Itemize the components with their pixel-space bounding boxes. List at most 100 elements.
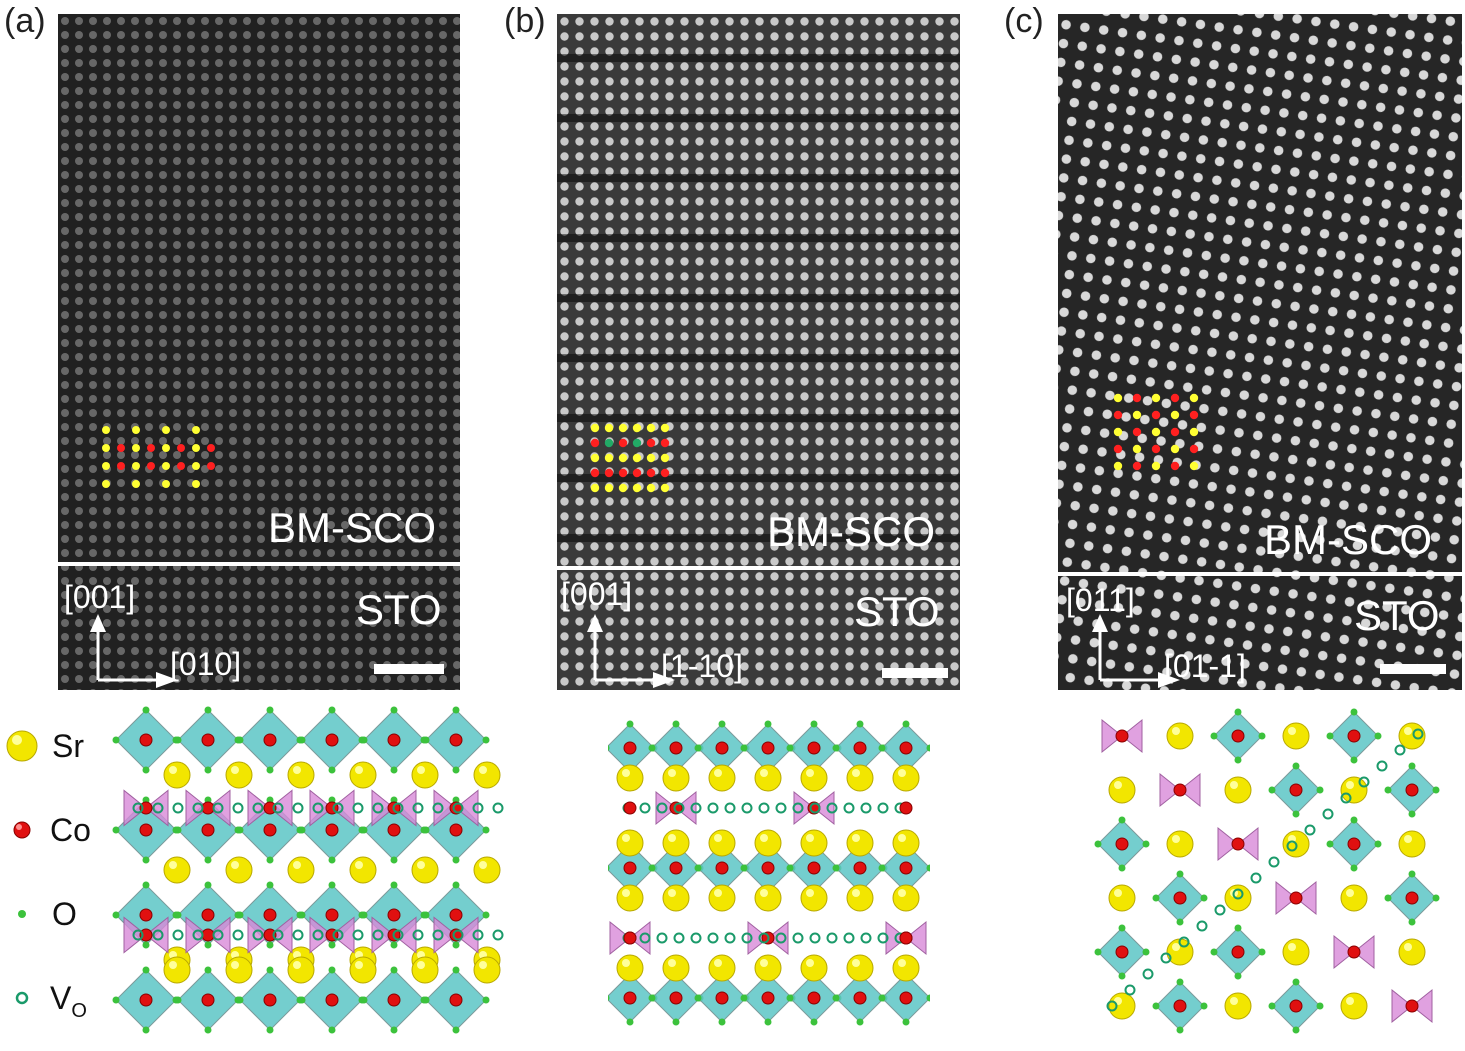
sr-atom (287, 761, 315, 789)
o-atom (1258, 732, 1266, 740)
co-marker (1151, 444, 1161, 454)
sr-marker (162, 426, 170, 434)
o-atom (1268, 786, 1276, 794)
sr-atom (163, 956, 191, 984)
sr-atom (800, 954, 828, 982)
o-atom (452, 881, 460, 889)
oxygen-vacancy (724, 802, 736, 814)
o-atom (328, 966, 336, 974)
sr-atom (1340, 884, 1368, 912)
co-atom (1347, 729, 1361, 743)
sr-atom-highlight (355, 961, 363, 969)
oxygen-vacancy (412, 802, 424, 814)
o-atom (328, 881, 336, 889)
co-atom (853, 991, 867, 1005)
o-atom (786, 994, 794, 1002)
co-marker (1189, 410, 1199, 420)
o-atom (740, 994, 748, 1002)
oxygen-vacancy (172, 802, 184, 814)
sr-marker (660, 453, 670, 463)
sr-atom-highlight (479, 766, 487, 774)
co-atom (263, 823, 277, 837)
o-atom (452, 856, 460, 864)
co-atom (1173, 999, 1187, 1013)
o-atom (1326, 840, 1334, 848)
sr-atom-highlight (668, 889, 676, 897)
sr-atom-highlight (355, 766, 363, 774)
o-atom (1350, 864, 1358, 872)
oxygen-vacancy (492, 802, 504, 814)
sr-atom (473, 956, 501, 984)
co-marker (618, 438, 628, 448)
sr-atom (1282, 938, 1310, 966)
sr-atom (349, 856, 377, 884)
o-atom (626, 720, 634, 728)
o-atom (236, 911, 244, 919)
sr-atom (892, 829, 920, 857)
sr-atom-highlight (417, 961, 425, 969)
oxygen-vacancy (860, 802, 872, 814)
sr-marker (1113, 393, 1123, 403)
co-marker (147, 462, 155, 470)
o-atom (422, 736, 430, 744)
atom-markers (590, 423, 670, 493)
sr-atom (411, 856, 439, 884)
o-atom (694, 864, 702, 872)
sr-atom (754, 884, 782, 912)
oxygen-vacancy (432, 802, 444, 814)
o-atom (902, 720, 910, 728)
co-atom (623, 741, 637, 755)
oxygen-vacancy (312, 802, 324, 814)
sr-atom-highlight (852, 959, 860, 967)
sr-atom (800, 764, 828, 792)
sr-atom-highlight (714, 959, 722, 967)
co-atom (899, 801, 913, 815)
panel-b-atomic-image (557, 14, 960, 690)
sr-atom-highlight (714, 889, 722, 897)
sr-atom-highlight (668, 959, 676, 967)
sr-marker (1170, 444, 1180, 454)
sr-marker (618, 453, 628, 463)
sr-marker (646, 423, 656, 433)
sr-atom-highlight (1114, 781, 1122, 789)
co-atom (1115, 837, 1129, 851)
sr-marker (646, 453, 656, 463)
o-atom (204, 941, 212, 949)
o-atom (902, 1018, 910, 1026)
sr-atom-highlight (852, 889, 860, 897)
co-marker (117, 444, 125, 452)
o-atom (298, 826, 306, 834)
o-atom (1142, 948, 1150, 956)
sr-atom (662, 884, 690, 912)
co-atom (139, 993, 153, 1007)
o-atom (422, 996, 430, 1004)
sr-atom-highlight (806, 769, 814, 777)
scale-bar (1380, 664, 1446, 674)
co-atom (325, 733, 339, 747)
sr-atom (846, 884, 874, 912)
co-marker (117, 462, 125, 470)
o-atom (1326, 732, 1334, 740)
oxygen-vacancy (332, 929, 344, 941)
co-atom (715, 991, 729, 1005)
sr-atom (473, 761, 501, 789)
o-atom (672, 720, 680, 728)
o-atom (142, 856, 150, 864)
co-atom (807, 741, 821, 755)
co-marker (646, 438, 656, 448)
legend-label-vo: VO (50, 980, 87, 1023)
sr-atom-highlight (1404, 727, 1412, 735)
co-atom (263, 993, 277, 1007)
axis-arrows (1092, 614, 1180, 688)
sr-atom-highlight (479, 961, 487, 969)
oxygen-vacancy (809, 802, 821, 814)
o-atom (298, 911, 306, 919)
sr-atom (1166, 722, 1194, 750)
co-atom (139, 928, 153, 942)
co-atom (1405, 999, 1419, 1013)
sr-atom-highlight (1346, 781, 1354, 789)
o-atom (482, 996, 490, 1004)
sr-atom (662, 829, 690, 857)
co-atom (853, 861, 867, 875)
co-atom (1289, 999, 1303, 1013)
